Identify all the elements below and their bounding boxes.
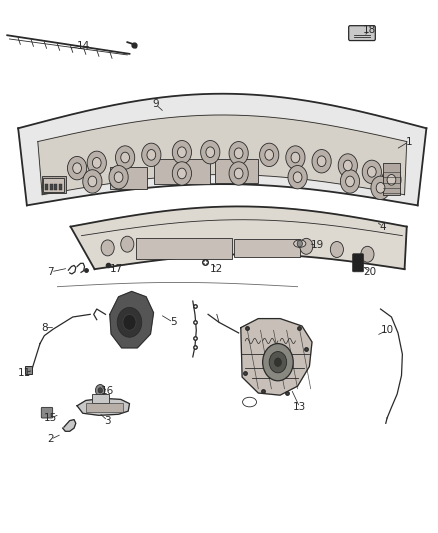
Bar: [42, 176, 66, 193]
Text: 9: 9: [152, 99, 159, 109]
Polygon shape: [241, 319, 312, 395]
Bar: [136, 238, 232, 259]
Circle shape: [87, 151, 106, 174]
Polygon shape: [18, 94, 426, 205]
Bar: [153, 159, 210, 184]
Circle shape: [260, 143, 279, 166]
Circle shape: [117, 308, 142, 337]
Circle shape: [229, 142, 248, 165]
Circle shape: [229, 162, 248, 185]
Circle shape: [300, 238, 313, 254]
Polygon shape: [71, 206, 407, 269]
FancyBboxPatch shape: [353, 254, 364, 272]
Text: 8: 8: [41, 322, 48, 333]
Circle shape: [361, 246, 374, 262]
Circle shape: [67, 157, 87, 180]
Circle shape: [177, 168, 186, 179]
Circle shape: [73, 163, 81, 173]
Circle shape: [95, 384, 105, 396]
Circle shape: [343, 160, 352, 171]
Circle shape: [121, 152, 130, 163]
Bar: [59, 184, 62, 190]
Circle shape: [376, 182, 385, 193]
Ellipse shape: [243, 397, 257, 407]
Circle shape: [201, 141, 220, 164]
Circle shape: [317, 156, 326, 166]
Circle shape: [291, 152, 300, 163]
Circle shape: [92, 158, 101, 168]
Ellipse shape: [293, 240, 306, 247]
Text: 19: 19: [311, 240, 324, 250]
Circle shape: [101, 240, 114, 256]
Polygon shape: [38, 115, 407, 195]
Polygon shape: [110, 292, 153, 348]
Bar: [25, 366, 32, 374]
Text: 5: 5: [170, 317, 177, 327]
Circle shape: [88, 176, 97, 187]
FancyBboxPatch shape: [41, 407, 53, 418]
Text: 16: 16: [101, 386, 114, 397]
Bar: [383, 163, 400, 195]
Circle shape: [288, 165, 307, 189]
Circle shape: [340, 169, 360, 193]
Bar: [43, 177, 64, 191]
Circle shape: [362, 160, 381, 183]
Circle shape: [293, 172, 302, 182]
Text: 7: 7: [48, 267, 54, 277]
Circle shape: [297, 240, 302, 247]
Text: 10: 10: [381, 325, 394, 335]
Text: 1: 1: [406, 136, 412, 147]
Text: 2: 2: [48, 434, 54, 445]
Bar: [54, 184, 57, 190]
Text: 18: 18: [363, 25, 376, 35]
Bar: [234, 239, 300, 257]
Text: 4: 4: [379, 222, 386, 232]
Circle shape: [98, 387, 102, 393]
Circle shape: [234, 168, 243, 179]
Circle shape: [206, 147, 215, 158]
Circle shape: [83, 169, 102, 193]
Circle shape: [269, 352, 287, 373]
Circle shape: [121, 236, 134, 252]
Text: 15: 15: [44, 413, 57, 423]
Circle shape: [177, 147, 186, 158]
Circle shape: [123, 314, 136, 330]
Circle shape: [172, 162, 191, 185]
Text: 3: 3: [104, 416, 111, 426]
Circle shape: [382, 168, 401, 191]
Circle shape: [312, 150, 331, 173]
Bar: [49, 184, 53, 190]
Bar: [215, 159, 258, 182]
Bar: [110, 167, 147, 189]
Text: 17: 17: [110, 264, 123, 274]
Circle shape: [114, 172, 123, 182]
Circle shape: [330, 241, 343, 257]
Text: 12: 12: [210, 264, 223, 274]
Circle shape: [263, 344, 293, 381]
Circle shape: [116, 146, 135, 169]
Polygon shape: [63, 419, 76, 431]
Circle shape: [265, 150, 274, 160]
Circle shape: [371, 176, 390, 199]
Bar: [45, 184, 48, 190]
Bar: [92, 393, 109, 403]
FancyBboxPatch shape: [349, 26, 375, 41]
Text: 14: 14: [77, 41, 90, 51]
Circle shape: [142, 143, 161, 166]
Circle shape: [109, 165, 128, 189]
Circle shape: [367, 166, 376, 177]
Circle shape: [338, 154, 357, 177]
Bar: [86, 402, 123, 412]
Text: 13: 13: [293, 402, 307, 413]
Circle shape: [346, 176, 354, 187]
Circle shape: [275, 358, 282, 367]
Circle shape: [172, 141, 191, 164]
Circle shape: [234, 148, 243, 159]
Polygon shape: [77, 398, 130, 415]
Circle shape: [286, 146, 305, 169]
Circle shape: [147, 150, 155, 160]
Text: 20: 20: [363, 267, 376, 277]
Text: 11: 11: [18, 368, 32, 378]
Circle shape: [387, 174, 396, 185]
